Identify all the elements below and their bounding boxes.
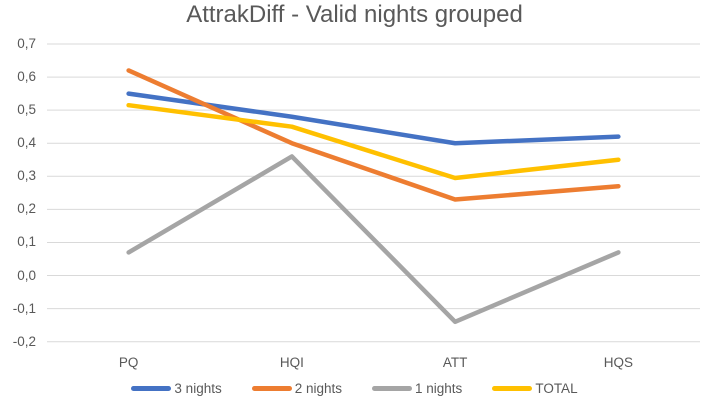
y-tick-label: 0,2 <box>17 201 36 217</box>
legend: 3 nights 2 nights 1 nights TOTAL <box>0 381 709 396</box>
y-tick-label: -0,2 <box>12 333 36 349</box>
y-tick-label: -0,1 <box>12 300 36 316</box>
x-tick-label-hqi: HQI <box>279 355 304 370</box>
legend-line-marker-icon <box>251 386 292 391</box>
y-tick-label: 0,3 <box>17 168 36 184</box>
y-tick-label: 0,0 <box>17 267 36 283</box>
legend-label: TOTAL <box>535 381 578 396</box>
legend-item-total: TOTAL <box>492 381 578 396</box>
x-tick-label-pq: PQ <box>118 355 139 370</box>
x-tick-label-hqs: HQS <box>603 355 633 370</box>
y-tick-label: 0,4 <box>17 135 36 151</box>
series-line-2-nights <box>126 68 621 202</box>
legend-label: 2 nights <box>294 381 343 396</box>
legend-item-1-nights: 1 nights <box>372 381 462 396</box>
series-line-1-nights <box>126 154 621 325</box>
legend-item-3-nights: 3 nights <box>131 381 222 396</box>
y-tick-label: 0,5 <box>17 102 36 118</box>
legend-item-2-nights: 2 nights <box>251 381 343 396</box>
y-tick-label: 0,7 <box>17 36 36 51</box>
legend-line-marker-icon <box>492 386 533 391</box>
y-tick-label: 0,6 <box>17 69 36 85</box>
legend-label: 3 nights <box>174 381 222 396</box>
legend-label: 1 nights <box>415 381 463 396</box>
chart-title: AttrakDiff - Valid nights grouped <box>186 1 523 28</box>
y-tick-label: 0,1 <box>17 234 36 250</box>
legend-line-marker-icon <box>372 386 413 391</box>
x-tick-label-att: ATT <box>442 355 468 370</box>
series-line-total <box>126 102 621 181</box>
legend-line-marker-icon <box>131 386 172 391</box>
